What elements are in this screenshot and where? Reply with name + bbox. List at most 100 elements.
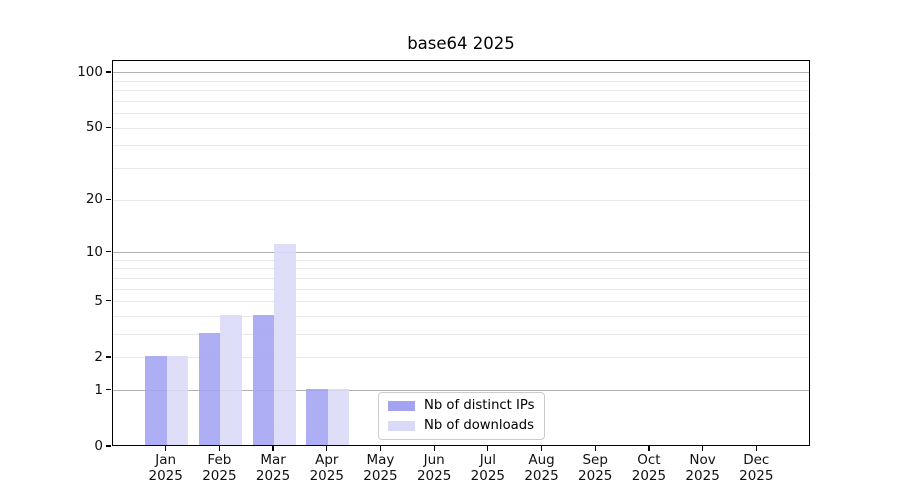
- gridline-major: [113, 252, 809, 254]
- x-tick-label: Apr 2025: [295, 452, 359, 484]
- y-tick-label: 10: [85, 243, 103, 260]
- x-tick-label: Oct 2025: [617, 452, 681, 484]
- gridline-minor: [113, 90, 809, 92]
- x-tick-year: 2025: [255, 468, 291, 484]
- x-tick-month: Oct: [637, 452, 661, 468]
- gridline-major: [113, 390, 809, 392]
- chart-title: base64 2025: [407, 34, 515, 53]
- gridline-minor: [113, 301, 809, 303]
- y-tick-mark: [106, 126, 111, 128]
- legend-label-downloads: Nb of downloads: [424, 418, 534, 433]
- x-tick-label: Mar 2025: [241, 452, 305, 484]
- x-tick-month: Apr: [315, 452, 339, 468]
- x-tick-mark: [755, 446, 757, 451]
- gridline-minor: [113, 357, 809, 359]
- x-tick-label: Jan 2025: [134, 452, 198, 484]
- y-tick-label: 1: [94, 381, 103, 398]
- y-tick-mark: [106, 300, 111, 302]
- x-tick-label: May 2025: [348, 452, 412, 484]
- gridline-minor: [113, 168, 809, 170]
- gridline-minor: [113, 113, 809, 115]
- gridline-minor: [113, 145, 809, 147]
- x-tick-label: Nov 2025: [671, 452, 735, 484]
- x-tick-year: 2025: [685, 468, 720, 484]
- x-tick-month: Jan: [155, 452, 177, 468]
- x-tick-month: Mar: [260, 452, 286, 468]
- gridline-minor: [113, 100, 809, 102]
- x-tick-month: Feb: [207, 452, 232, 468]
- x-tick-year: 2025: [470, 468, 506, 484]
- x-tick-label: Sep 2025: [563, 452, 627, 484]
- x-tick-mark: [218, 446, 220, 451]
- x-tick-label: Jul 2025: [456, 452, 520, 484]
- x-tick-mark: [272, 446, 274, 451]
- x-tick-year: 2025: [309, 468, 344, 484]
- gridline-minor: [113, 127, 809, 129]
- x-tick-label: Dec 2025: [724, 452, 788, 484]
- y-tick-label: 5: [94, 292, 103, 309]
- y-tick-mark: [106, 198, 111, 200]
- x-tick-mark: [326, 446, 328, 451]
- gridline-minor: [113, 316, 809, 318]
- bar-distinct-ips: [198, 332, 221, 445]
- x-tick-year: 2025: [524, 468, 559, 484]
- legend-label-distinct-ips: Nb of distinct IPs: [424, 398, 535, 413]
- x-tick-month: Nov: [689, 452, 716, 468]
- bar-distinct-ips: [145, 355, 167, 445]
- x-tick-mark: [648, 446, 650, 451]
- plot-area: Nb of distinct IPs Nb of downloads: [112, 60, 810, 446]
- y-tick-mark: [106, 356, 111, 358]
- y-tick-label: 0: [94, 438, 103, 454]
- legend-swatch-distinct-ips: [388, 400, 415, 411]
- x-tick-year: 2025: [202, 468, 237, 484]
- x-tick-year: 2025: [739, 468, 774, 484]
- gridline-minor: [113, 80, 809, 82]
- gridline-minor: [113, 259, 809, 261]
- gridline-minor: [113, 199, 809, 201]
- legend-item-downloads: Nb of downloads: [388, 418, 535, 433]
- x-tick-month: Dec: [743, 452, 770, 468]
- x-tick-label: Aug 2025: [510, 452, 574, 484]
- x-tick-year: 2025: [363, 468, 398, 484]
- legend-item-distinct-ips: Nb of distinct IPs: [388, 398, 535, 413]
- x-tick-year: 2025: [578, 468, 613, 484]
- x-tick-mark: [540, 446, 543, 451]
- x-tick-mark: [594, 446, 596, 451]
- gridline-major: [113, 72, 809, 74]
- bar-downloads: [220, 314, 242, 445]
- x-tick-label: Jun 2025: [402, 452, 466, 484]
- x-tick-mark: [702, 446, 704, 451]
- gridline-minor: [113, 277, 809, 279]
- x-tick-mark: [165, 446, 167, 451]
- legend: Nb of distinct IPs Nb of downloads: [378, 392, 545, 440]
- bar-downloads: [166, 355, 189, 445]
- x-tick-month: Jul: [479, 452, 496, 468]
- y-tick-mark: [106, 389, 111, 391]
- x-tick-year: 2025: [631, 468, 667, 484]
- y-tick-mark: [106, 445, 111, 447]
- gridline-minor: [113, 288, 809, 290]
- x-tick-mark: [379, 446, 382, 451]
- x-tick-year: 2025: [416, 468, 452, 484]
- legend-swatch-downloads: [388, 420, 415, 431]
- bar-distinct-ips: [306, 388, 328, 445]
- y-tick-label: 100: [77, 63, 103, 80]
- x-tick-month: Sep: [582, 452, 608, 468]
- bar-downloads: [274, 243, 296, 445]
- y-tick-label: 20: [85, 191, 103, 208]
- x-tick-year: 2025: [148, 468, 183, 484]
- x-tick-label: Feb 2025: [187, 452, 251, 484]
- y-tick-mark: [106, 71, 111, 73]
- y-tick-mark: [106, 251, 111, 253]
- x-tick-month: May: [366, 452, 395, 468]
- x-tick-month: Aug: [528, 452, 555, 468]
- y-tick-label: 2: [94, 348, 103, 365]
- gridline-minor: [113, 334, 809, 336]
- bar-distinct-ips: [252, 314, 275, 445]
- y-tick-label: 50: [85, 119, 103, 136]
- x-tick-mark: [487, 446, 489, 451]
- x-tick-month: Jun: [423, 452, 445, 468]
- x-tick-mark: [433, 446, 435, 451]
- gridline-minor: [113, 268, 809, 270]
